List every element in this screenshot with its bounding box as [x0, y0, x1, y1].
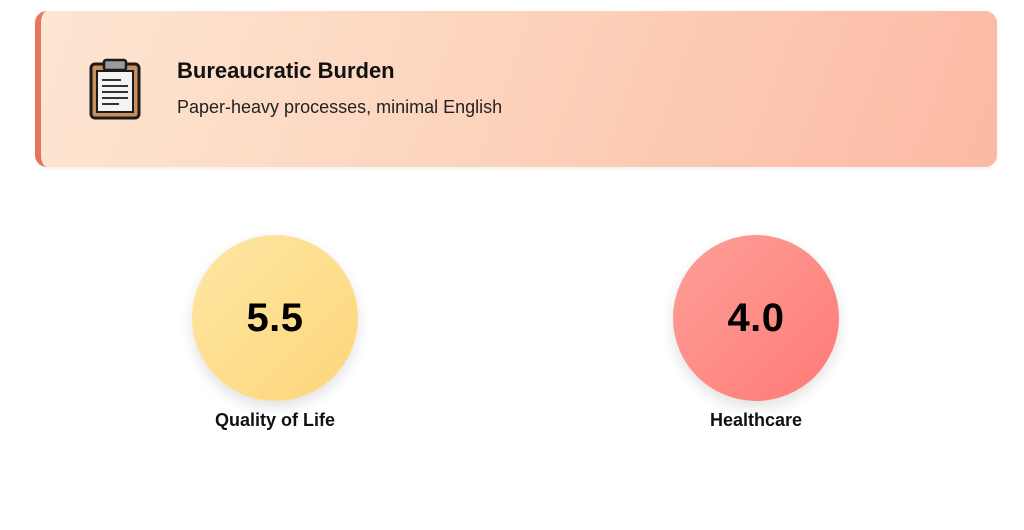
metric-healthcare: 4.0 Healthcare: [656, 235, 856, 431]
metric-quality-of-life: 5.5 Quality of Life: [175, 235, 375, 431]
metric-value: 5.5: [246, 295, 304, 340]
metric-label: Quality of Life: [214, 410, 335, 430]
metric-value: 4.0: [727, 295, 785, 340]
alert-card: Bureaucratic Burden Paper-heavy processe…: [35, 11, 997, 167]
clipboard-icon: [89, 58, 143, 120]
metric-circle-quality-of-life: 5.5: [192, 235, 358, 401]
alert-text: Bureaucratic Burden Paper-heavy processe…: [177, 57, 502, 118]
metric-circle-healthcare: 4.0: [673, 235, 839, 401]
alert-subtitle: Paper-heavy processes, minimal English: [177, 97, 503, 117]
alert-title: Bureaucratic Burden: [177, 58, 395, 83]
metric-label: Healthcare: [709, 410, 803, 430]
